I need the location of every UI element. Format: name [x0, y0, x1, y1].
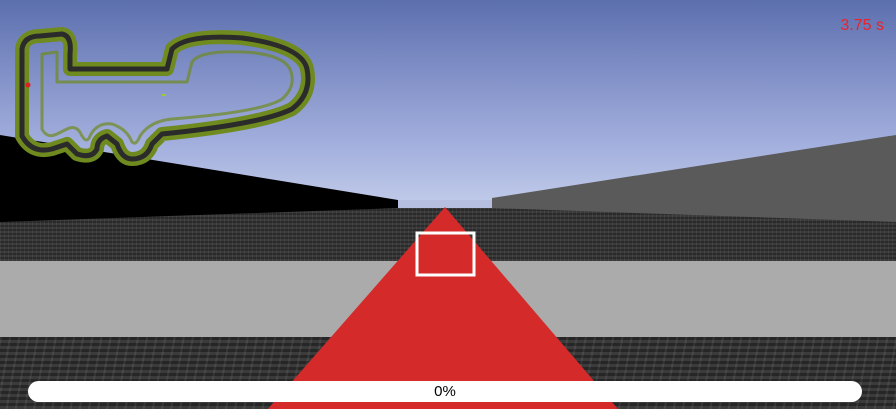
target-box: [415, 231, 476, 277]
race-timer: 3.75 s: [840, 17, 884, 34]
minimap-opponent-marker: [162, 94, 166, 96]
direction-marker: [268, 207, 618, 409]
minimap: [15, 27, 315, 166]
race-progress-label: 0%: [434, 383, 456, 400]
minimap-player-marker: [25, 82, 31, 88]
race-progress-bar: 0%: [28, 381, 862, 402]
minimap-inner-outline: [40, 50, 294, 145]
right-wall: [492, 135, 896, 222]
minimap-track-outline: [15, 27, 315, 166]
minimap-track-surface: [19, 31, 311, 162]
horizon-strip: [398, 200, 492, 208]
